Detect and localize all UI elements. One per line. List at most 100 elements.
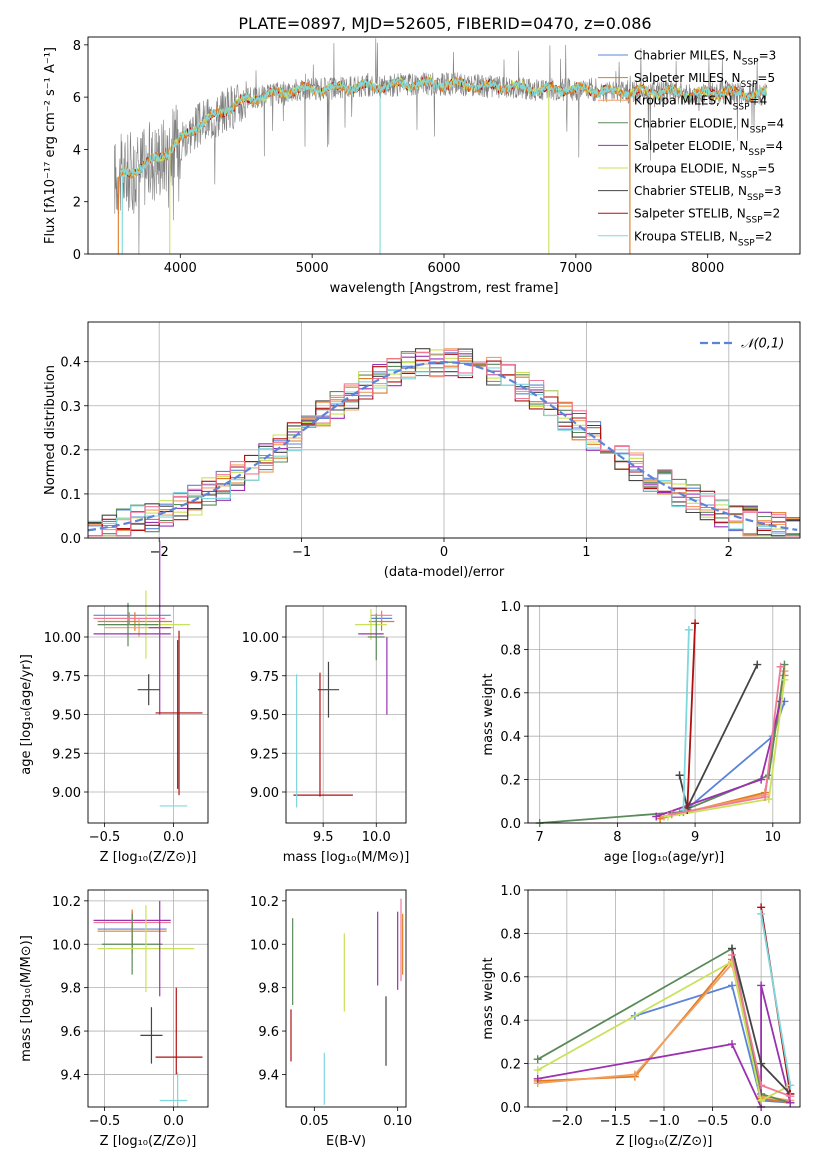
spectrum-traces: [114, 38, 768, 254]
x-axis-label: E(B-V): [326, 1134, 366, 1149]
weight-series-line: [682, 629, 690, 811]
x-axis-label: age [log₁₀(age/yr)]: [604, 850, 725, 865]
axes-frame: [285, 889, 407, 1108]
y-axis-label: mass weight: [481, 673, 496, 755]
y-tick-label: 0.0: [60, 532, 81, 547]
axes-weight-age: 7 8 9 10 0.0 0.2 0.4 0.6 0.8 1.0 age [log₁₀(age/yr…: [481, 600, 801, 865]
plots-layer: 4000 5000 6000 7000 8000 0 2 4 6 8 wavelength [Ang…: [19, 36, 801, 1149]
x-tick-label: 9.5: [313, 830, 334, 845]
x-axis-label: Z [log₁₀(Z/Z⊙)]: [100, 850, 197, 865]
weight-point: [533, 1066, 542, 1075]
y-tick-label: 9.25: [52, 747, 81, 762]
axes-mass-EBV: 0.05 0.10 9.4 9.6 9.8 10.0 10.2 E(B-V): [250, 889, 412, 1149]
x-tick-label: 0.10: [383, 1114, 412, 1129]
axes-frame: [527, 605, 801, 824]
legend-entry: Chabrier MILES, NSSP=3: [634, 49, 776, 68]
x-tick-label: 9: [691, 830, 699, 845]
y-tick-label: 9.25: [250, 747, 279, 762]
x-tick-label: −0.5: [89, 830, 121, 845]
x-tick-label: −1: [292, 545, 311, 560]
residual-legend: 𝒩(0,1): [700, 337, 784, 352]
y-tick-label: 10.00: [44, 631, 81, 646]
x-tick-label: −2.0: [551, 1114, 583, 1129]
y-tick-label: 6: [73, 91, 81, 106]
y-tick-label: 0.8: [500, 643, 521, 658]
y-tick-label: 10.0: [250, 938, 279, 953]
weight-point: [757, 981, 766, 990]
weight-series-line: [686, 623, 696, 811]
weight-series-line: [634, 984, 791, 1104]
x-tick-label: 10: [765, 830, 782, 845]
x-tick-label: 7000: [559, 261, 592, 276]
weight-point: [761, 792, 770, 801]
y-tick-label: 9.8: [258, 982, 279, 997]
x-tick-label: 0.0: [163, 830, 184, 845]
axes-frame: [87, 605, 209, 824]
weight-point: [667, 810, 676, 819]
weight-point: [757, 909, 766, 918]
weight-point: [652, 812, 661, 821]
axes-frame: [87, 889, 209, 1108]
y-tick-label: 9.6: [60, 1025, 81, 1040]
figure-title: PLATE=0897, MJD=52605, FIBERID=0470, z=0…: [238, 14, 651, 33]
y-tick-label: 0.2: [500, 774, 521, 789]
y-tick-label: 10.0: [52, 938, 81, 953]
x-axis-label: mass [log₁₀(M/M⊙)]: [283, 850, 410, 865]
legend-entry: Salpeter STELIB, NSSP=2: [634, 207, 780, 226]
weight-point: [786, 1092, 795, 1101]
axes-mass-Z: −0.5 0.0 9.4 9.6 9.8 10.0 10.2 Z [log₁₀(Z/Z⊙)] m…: [19, 889, 209, 1149]
weight-point: [533, 1074, 542, 1083]
weight-point: [753, 660, 762, 669]
x-tick-label: 0: [440, 545, 448, 560]
weight-point: [757, 1096, 766, 1105]
gaussian-curve: [87, 360, 798, 532]
x-tick-label: 0.0: [163, 1114, 184, 1129]
weight-series-line: [760, 913, 792, 1086]
y-tick-label: 10.2: [52, 895, 81, 910]
axes-age-mass: 9.5 10.0 9.00 9.25 9.50 9.75 10.00 mass [log₁₀(…: [242, 605, 410, 865]
legend-entry: Salpeter ELODIE, NSSP=4: [634, 139, 783, 158]
y-tick-label: 9.8: [60, 982, 81, 997]
x-tick-label: 7: [536, 830, 544, 845]
x-tick-label: −0.5: [697, 1114, 729, 1129]
x-tick-label: 2: [725, 545, 733, 560]
y-tick-label: 0.3: [60, 400, 81, 415]
y-tick-label: 0.2: [500, 1058, 521, 1073]
x-tick-label: −0.5: [89, 1114, 121, 1129]
y-tick-label: 1.0: [500, 600, 521, 615]
y-axis-label: Flux [fλ10⁻¹⁷ erg cm⁻² s⁻¹ A⁻¹]: [43, 47, 58, 244]
weight-point: [630, 1070, 639, 1079]
weight-point: [780, 675, 789, 684]
y-tick-label: 0.4: [60, 356, 81, 371]
weight-point: [728, 1040, 736, 1049]
weight-point: [757, 775, 766, 784]
legend-entry: Chabrier ELODIE, NSSP=4: [634, 116, 784, 135]
legend-entry: Chabrier STELIB, NSSP=3: [634, 184, 782, 203]
x-axis-label: Z [log₁₀(Z/Z⊙)]: [100, 1134, 197, 1149]
y-tick-label: 0.0: [500, 1101, 521, 1116]
y-tick-label: 0.4: [500, 730, 521, 745]
y-tick-label: 9.50: [52, 709, 81, 724]
x-tick-label: 1: [582, 545, 590, 560]
x-tick-label: 6000: [427, 261, 460, 276]
y-tick-label: 10.00: [242, 631, 279, 646]
x-tick-label: −1.0: [648, 1114, 680, 1129]
weight-point: [757, 1059, 766, 1068]
y-tick-label: 10.2: [250, 895, 279, 910]
x-tick-label: 8: [613, 830, 621, 845]
y-tick-label: 9.75: [250, 670, 279, 685]
x-axis-label: wavelength [Angstrom, rest frame]: [330, 281, 559, 296]
weight-series-line: [537, 960, 791, 1102]
x-axis-label: (data-model)/error: [384, 565, 505, 580]
y-tick-label: 9.50: [250, 709, 279, 724]
x-tick-label: −1.5: [600, 1114, 632, 1129]
weight-series-line: [655, 701, 782, 818]
y-tick-label: 0.4: [500, 1014, 521, 1029]
weight-point: [757, 1081, 766, 1090]
weight-point: [776, 662, 785, 671]
weight-point: [728, 951, 736, 960]
y-tick-label: 0.6: [500, 971, 521, 986]
y-tick-label: 0.1: [60, 488, 81, 503]
